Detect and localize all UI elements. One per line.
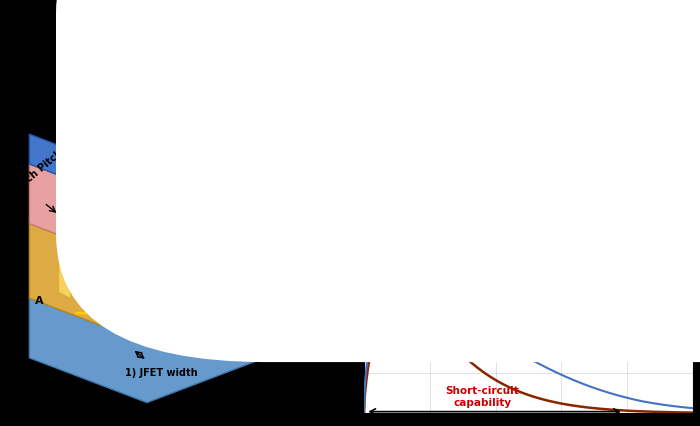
Polygon shape [59, 227, 71, 298]
Text: A: A [35, 296, 44, 306]
Title: Current change during short-circuit: Current change during short-circuit [425, 202, 632, 212]
Polygon shape [130, 216, 141, 288]
FancyBboxPatch shape [318, 124, 648, 208]
Polygon shape [29, 298, 265, 403]
Text: 1) Overcurrent immediately after short-circuit: 1) Overcurrent immediately after short-c… [398, 221, 625, 262]
Text: Short-circuit
capability: Short-circuit capability [446, 386, 519, 408]
Text: 1) JFET width: 1) JFET width [125, 368, 198, 378]
Ellipse shape [455, 201, 498, 214]
Text: Conventional²: Conventional² [565, 336, 628, 345]
FancyBboxPatch shape [440, 124, 487, 175]
Polygon shape [176, 209, 188, 280]
Polygon shape [29, 164, 265, 268]
Text: Transistor
channel area: Transistor channel area [211, 184, 277, 204]
FancyBboxPatch shape [479, 124, 526, 175]
Polygon shape [29, 224, 265, 343]
Polygon shape [106, 219, 118, 291]
Text: 2) Suppression of
overcurrent by electric
resistance of JFET: 2) Suppression of overcurrent by electri… [519, 246, 632, 324]
Ellipse shape [620, 85, 650, 100]
Text: New technology: New technology [614, 354, 687, 363]
FancyBboxPatch shape [383, 101, 583, 141]
Polygon shape [83, 223, 94, 295]
Text: Current: Current [152, 268, 183, 276]
Y-axis label: Current (A/cm²): Current (A/cm²) [314, 265, 324, 362]
Text: Current: Current [78, 297, 110, 306]
Text: 2) Trench Pitch: 2) Trench Pitch [0, 148, 64, 210]
Polygon shape [29, 134, 265, 209]
FancyBboxPatch shape [162, 167, 197, 203]
Text: 2) Electric resistance of JFET
region suppresses overcurrent: 2) Electric resistance of JFET region su… [374, 147, 512, 167]
Text: Current: Current [459, 78, 507, 88]
Text: 1) False turn-on occurs while the transistor is turned off (during
voltage block: 1) False turn-on occurs while the transi… [360, 19, 649, 38]
Polygon shape [191, 149, 294, 253]
Ellipse shape [303, 85, 333, 100]
Polygon shape [153, 212, 164, 284]
FancyBboxPatch shape [318, 66, 648, 119]
